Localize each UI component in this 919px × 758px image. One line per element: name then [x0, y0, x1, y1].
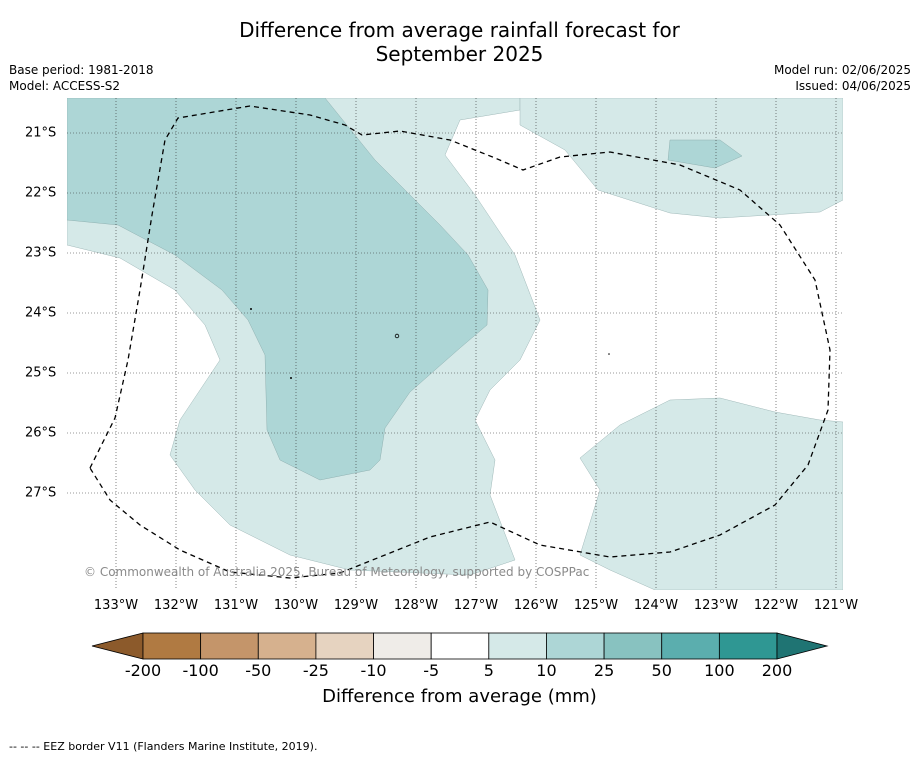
lon-label: 121°W	[813, 598, 859, 613]
model-run: Model run: 02/06/2025	[773, 63, 911, 77]
lon-label: 124°W	[633, 598, 679, 613]
title-line-1: Difference from average rainfall forecas…	[239, 18, 680, 42]
colorbar-cell	[200, 632, 259, 660]
colorbar-tick-label: 10	[536, 661, 557, 680]
title-line-2: September 2025	[375, 42, 544, 66]
model-name: Model: ACCESS-S2	[9, 79, 121, 93]
lat-label: 21°S	[25, 125, 57, 141]
colorbar-cell	[488, 632, 547, 660]
rainfall-map	[67, 98, 843, 590]
lon-label: 133°W	[93, 598, 139, 613]
island-dot	[250, 308, 252, 310]
graticule	[67, 98, 843, 590]
island-dot	[608, 353, 610, 355]
lon-label: 126°W	[513, 598, 559, 613]
colorbar-tick-label: -100	[182, 661, 219, 680]
colorbar-arrow-low	[91, 632, 144, 660]
lat-label: 22°S	[25, 185, 57, 201]
meta-right: Model run: 02/06/2025 Issued: 04/06/2025	[774, 62, 911, 94]
colorbar-arrow-high	[776, 632, 829, 660]
colorbar-tick-label: -50	[245, 661, 272, 680]
lat-label: 27°S	[25, 485, 57, 501]
colorbar-tick-label: 200	[761, 661, 793, 680]
lat-label: 24°S	[25, 305, 57, 321]
lon-label: 122°W	[753, 598, 799, 613]
island-dot	[290, 377, 292, 379]
colorbar-cell	[661, 632, 720, 660]
colorbar-tick-label: 5	[483, 661, 494, 680]
rain-region-mid-northeast	[667, 139, 743, 169]
rain-region-light-southeast	[579, 397, 843, 590]
colorbar-cell	[142, 632, 202, 660]
colorbar-cell	[546, 632, 605, 660]
colorbar-cell	[718, 632, 778, 660]
colorbar-cells	[91, 632, 829, 660]
island-dot	[394, 333, 400, 339]
lon-label: 129°W	[333, 598, 379, 613]
eez-border	[89, 105, 831, 579]
colorbar-cell	[373, 632, 432, 660]
colorbar-cell	[315, 632, 374, 660]
colorbar-tick-label: 50	[651, 661, 672, 680]
colorbar-cell	[430, 632, 490, 660]
lat-label: 25°S	[25, 365, 57, 381]
lon-label: 130°W	[273, 598, 319, 613]
colorbar-cell	[257, 632, 317, 660]
colorbar-label: Difference from average (mm)	[322, 686, 597, 707]
base-period: Base period: 1981-2018	[9, 63, 154, 77]
lon-label: 131°W	[213, 598, 259, 613]
meta-left: Base period: 1981-2018 Model: ACCESS-S2	[9, 62, 154, 94]
lon-label: 127°W	[453, 598, 499, 613]
colorbar-cell	[603, 632, 663, 660]
copyright-notice: © Commonwealth of Australia 2025, Bureau…	[84, 565, 590, 579]
lon-label: 128°W	[393, 598, 439, 613]
issued-date: Issued: 04/06/2025	[795, 79, 911, 93]
rain-region-mid-west	[67, 98, 489, 481]
colorbar-tick-label: 25	[593, 661, 615, 680]
colorbar-tick-label: -10	[360, 661, 387, 680]
lat-label: 23°S	[25, 245, 57, 261]
colorbar-tick-label: -200	[124, 661, 162, 680]
map-title: Difference from average rainfall forecas…	[0, 18, 919, 66]
eez-legend-note: -- -- -- EEZ border V11 (Flanders Marine…	[9, 740, 318, 753]
colorbar-tick-label: -5	[423, 661, 440, 680]
colorbar-tick-label: -25	[302, 661, 329, 680]
colorbar-tick-label: 100	[704, 661, 735, 680]
colorbar	[91, 632, 829, 660]
lon-label: 123°W	[693, 598, 739, 613]
lon-label: 132°W	[153, 598, 199, 613]
lat-label: 26°S	[25, 425, 57, 441]
lon-label: 125°W	[573, 598, 619, 613]
